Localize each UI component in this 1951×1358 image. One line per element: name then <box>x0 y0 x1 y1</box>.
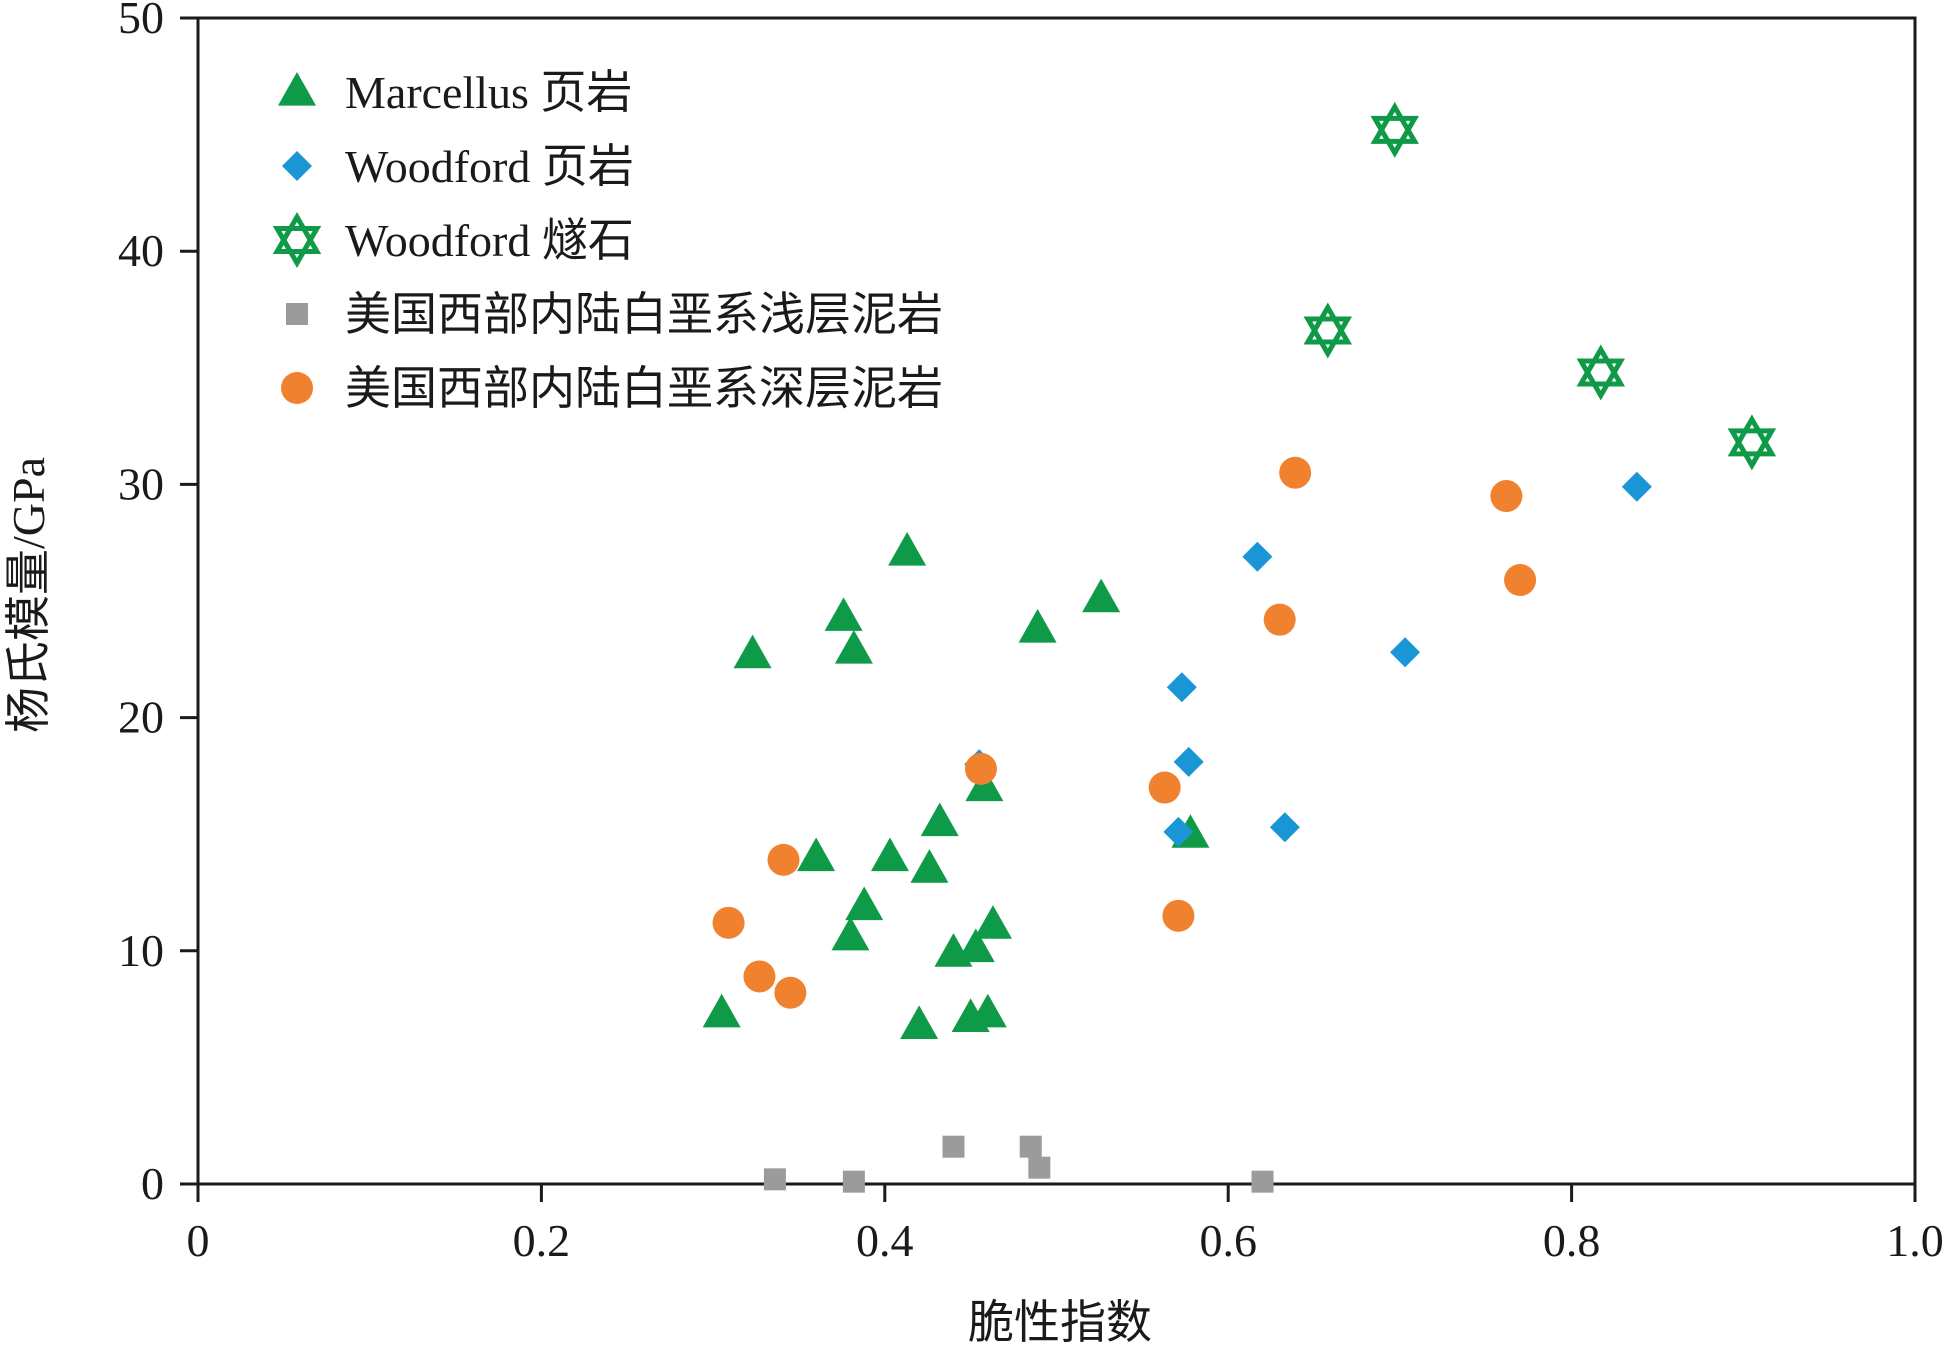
y-tick-label: 50 <box>118 0 164 43</box>
hexagram-point <box>1576 344 1626 401</box>
diamond-point <box>1163 816 1194 847</box>
x-tick-label: 0.2 <box>513 1215 571 1266</box>
hexagram-point <box>1303 302 1353 359</box>
legend-label: 美国西部内陆白垩系深层泥岩 <box>345 363 943 414</box>
x-tick-label: 1.0 <box>1886 1215 1944 1266</box>
diamond-point <box>1173 746 1204 777</box>
y-tick-label: 30 <box>118 458 164 509</box>
y-tick-label: 40 <box>118 225 164 276</box>
triangle-point <box>824 597 863 631</box>
x-tick-label: 0.4 <box>856 1215 914 1266</box>
triangle-point <box>968 993 1007 1028</box>
hexagram-point <box>1727 414 1777 471</box>
legend-marker-diamond <box>282 151 312 181</box>
hexagram-point <box>1370 101 1419 158</box>
legend-item: 美国西部内陆白垩系浅层泥岩 <box>286 289 943 340</box>
triangle-point <box>733 634 772 669</box>
triangle-point <box>900 1005 939 1040</box>
x-tick-label: 0.6 <box>1199 1215 1257 1266</box>
legend-marker-hexagram <box>272 211 322 269</box>
square-point <box>842 1170 865 1193</box>
square-point <box>1019 1135 1042 1158</box>
square-point <box>942 1135 965 1158</box>
circle-point <box>964 752 997 785</box>
triangle-point <box>1018 608 1057 643</box>
circle-point <box>1162 899 1195 932</box>
circle-point <box>767 843 800 876</box>
legend-marker-circle <box>281 372 313 404</box>
diamond-point <box>1269 812 1300 843</box>
x-tick-label: 0 <box>187 1215 210 1266</box>
legend-label: 美国西部内陆白垩系浅层泥岩 <box>345 289 943 340</box>
triangle-point <box>973 905 1012 939</box>
circle-point <box>1263 603 1296 636</box>
triangle-point <box>831 916 870 951</box>
triangle-point <box>834 629 873 664</box>
diamond-point <box>1621 471 1652 502</box>
circle-point <box>1504 564 1537 597</box>
legend-marker-triangle <box>278 72 316 106</box>
circle-point <box>712 906 745 939</box>
triangle-point <box>956 928 995 963</box>
triangle-point <box>1082 578 1121 613</box>
legend: Marcellus 页岩 Woodford 页岩 Woodford 燧石美国西部内陆… <box>272 67 943 414</box>
y-tick-label: 10 <box>118 925 164 976</box>
square-point <box>763 1168 786 1191</box>
y-tick-label: 0 <box>141 1158 164 1209</box>
diamond-point <box>1166 672 1197 703</box>
legend-item: Woodford 页岩 <box>282 141 634 192</box>
circle-point <box>774 976 807 1009</box>
legend-label: Woodford 页岩 <box>345 141 634 192</box>
circle-point <box>1490 480 1523 513</box>
triangle-point <box>797 837 836 872</box>
data-points <box>702 101 1777 1193</box>
x-tick-label: 0.8 <box>1543 1215 1601 1266</box>
axes: 0 0.2 0.4 0.6 0.8 1.0 0 10 20 30 40 50 <box>118 0 1944 1266</box>
y-axis-label: 杨氏模量/GPa <box>3 457 54 733</box>
circle-point <box>1279 456 1312 489</box>
legend-item: Woodford 燧石 <box>272 211 634 269</box>
diamond-point <box>1390 637 1421 668</box>
triangle-point <box>910 849 949 883</box>
triangle-point <box>702 993 741 1028</box>
triangle-point <box>920 802 959 837</box>
triangle-point <box>888 532 927 566</box>
triangle-point <box>870 837 909 872</box>
legend-item: 美国西部内陆白垩系深层泥岩 <box>281 363 943 414</box>
circle-point <box>1148 771 1181 804</box>
diamond-point <box>1242 541 1273 572</box>
x-axis-label: 脆性指数 <box>968 1297 1152 1348</box>
triangle-point <box>845 886 884 921</box>
legend-item: Marcellus 页岩 <box>278 67 632 118</box>
legend-label: Woodford 燧石 <box>345 215 634 266</box>
y-tick-label: 20 <box>118 692 164 743</box>
plot-frame <box>196 16 1917 1186</box>
circle-point <box>743 960 776 993</box>
square-point <box>1251 1170 1274 1193</box>
square-point <box>1028 1156 1051 1179</box>
legend-label: Marcellus 页岩 <box>345 67 632 118</box>
legend-marker-square <box>286 303 308 325</box>
